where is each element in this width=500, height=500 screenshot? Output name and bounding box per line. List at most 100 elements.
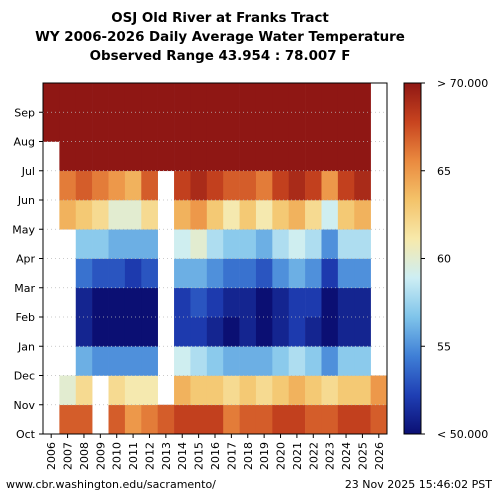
x-tick-label: 2017 <box>225 442 238 470</box>
heatmap-cell-2015-mar <box>190 258 208 289</box>
heatmap-cell-2012-jul <box>141 141 158 172</box>
heatmap-cell-2017-jun <box>223 170 240 201</box>
y-tick-label: Feb <box>16 311 35 324</box>
heatmap-cell-2016-jul <box>206 141 224 172</box>
heatmap-cell-2021-dec <box>288 346 306 376</box>
heatmap-cell-2025-may <box>354 200 371 230</box>
heatmap-cell-2021-jul <box>288 141 306 172</box>
heatmap-cell-2008-jan <box>75 317 93 347</box>
heatmap-cell-2012-jun <box>141 170 158 201</box>
heatmap-cell-2016-dec <box>206 346 224 376</box>
heatmap-cell-2008-jul <box>75 141 93 172</box>
x-tick-label: 2011 <box>127 442 140 470</box>
heatmap-cell-2016-nov <box>206 375 224 406</box>
heatmap-cell-2015-jun <box>190 170 208 201</box>
heatmap-cell-2017-apr <box>223 229 240 259</box>
heatmap-cell-2012-nov <box>141 375 158 406</box>
heatmap-cell-2008-mar <box>75 258 93 289</box>
heatmap-cell-2010-oct <box>108 404 126 435</box>
heatmap-cell-2022-jan <box>305 317 322 347</box>
heatmap-cell-2025-aug <box>354 112 371 142</box>
heatmap-cell-2011-jun <box>124 170 142 201</box>
heatmap-cell-2009-aug <box>92 112 109 142</box>
x-tick-label: 2019 <box>258 442 271 470</box>
heatmap-cell-2010-feb <box>108 287 126 318</box>
heatmap-cell-2011-oct <box>124 404 142 435</box>
heatmap-cell-2008-apr <box>75 229 93 259</box>
heatmap-cell-2007-aug <box>59 112 77 142</box>
heatmap-cell-2025-feb <box>354 287 371 318</box>
heatmap-cell-2018-feb <box>239 287 257 318</box>
heatmap-cell-2008-oct <box>75 404 93 435</box>
x-tick-label: 2013 <box>160 442 173 470</box>
heatmap-cell-2016-mar <box>206 258 224 289</box>
heatmap-cell-2023-mar <box>321 258 339 289</box>
heatmap-cell-2008-dec <box>75 346 93 376</box>
heatmap-cell-2020-mar <box>272 258 290 289</box>
heatmap-cell-2017-oct <box>223 404 240 435</box>
colorbar-tick-label: < 50.000 <box>437 428 488 441</box>
chart-title-line-2: WY 2006-2026 Daily Average Water Tempera… <box>35 30 405 45</box>
heatmap-cell-2011-apr <box>124 229 142 259</box>
heatmap-cell-2018-oct <box>239 404 257 435</box>
heatmap-cell-2016-aug <box>206 112 224 142</box>
heatmap-cell-2020-apr <box>272 229 290 259</box>
heatmap-cell-2024-jun <box>337 170 355 201</box>
timestamp: 23 Nov 2025 15:46:02 PST <box>344 478 492 491</box>
y-tick-label: Jul <box>21 165 35 178</box>
heatmap-cell-2015-feb <box>190 287 208 318</box>
x-tick-label: 2009 <box>94 442 107 470</box>
x-tick-label: 2016 <box>209 442 222 470</box>
heatmap-cell-2016-jan <box>206 317 224 347</box>
heatmap-cell-2025-jul <box>354 141 371 172</box>
heatmap-cell-2006-aug <box>43 112 60 142</box>
y-tick-label: May <box>12 223 35 236</box>
heatmap-cell-2018-jan <box>239 317 257 347</box>
heatmap-cell-2026-nov <box>370 375 388 406</box>
heatmap-cell-2017-sep <box>223 83 240 113</box>
x-tick-label: 2021 <box>291 442 304 470</box>
heatmap-cell-2019-sep <box>255 83 273 113</box>
heatmap-cell-2012-jan <box>141 317 158 347</box>
heatmap-cell-2012-aug <box>141 112 158 142</box>
colorbar-tick-label: > 70.000 <box>437 77 488 90</box>
heatmap-cell-2011-may <box>124 200 142 230</box>
heatmap-cell-2025-dec <box>354 346 371 376</box>
x-tick-label: 2024 <box>340 442 353 470</box>
heatmap-cell-2022-mar <box>305 258 322 289</box>
heatmap-cell-2007-oct <box>59 404 77 435</box>
heatmap-cell-2008-nov <box>75 375 93 406</box>
x-tick-label: 2014 <box>176 442 189 470</box>
heatmap-cell-2018-jul <box>239 141 257 172</box>
heatmap-cell-2007-jul <box>59 141 77 172</box>
y-tick-label: Nov <box>14 399 36 412</box>
heatmap-cell-2010-may <box>108 200 126 230</box>
heatmap-cell-2025-nov <box>354 375 371 406</box>
heatmap-cell-2022-oct <box>305 404 322 435</box>
heatmap-cell-2018-aug <box>239 112 257 142</box>
heatmap-cell-2015-jan <box>190 317 208 347</box>
heatmap-cell-2010-jan <box>108 317 126 347</box>
heatmap-cell-2025-apr <box>354 229 371 259</box>
colorbar-tick-label: 60 <box>437 253 451 266</box>
colorbar-gradient <box>403 82 422 435</box>
heatmap-cell-2024-aug <box>337 112 355 142</box>
heatmap-cell-2021-may <box>288 200 306 230</box>
heatmap-cell-2020-oct <box>272 404 290 435</box>
x-tick-label: 2007 <box>62 442 75 470</box>
heatmap-cell-2020-jun <box>272 170 290 201</box>
heatmap-cell-2011-dec <box>124 346 142 376</box>
heatmap-cell-2020-may <box>272 200 290 230</box>
x-tick-label: 2015 <box>193 442 206 470</box>
y-tick-label: Aug <box>14 136 35 149</box>
heatmap-cell-2024-nov <box>337 375 355 406</box>
heatmap-cell-2020-jul <box>272 141 290 172</box>
heatmap-cell-2014-dec <box>174 346 191 376</box>
heatmap-cell-2010-jun <box>108 170 126 201</box>
heatmap-cell-2024-oct <box>337 404 355 435</box>
heatmap-cell-2011-jul <box>124 141 142 172</box>
y-tick-label: Dec <box>14 370 35 383</box>
heatmap-cell-2009-dec <box>92 346 109 376</box>
heatmap-cell-2010-aug <box>108 112 126 142</box>
